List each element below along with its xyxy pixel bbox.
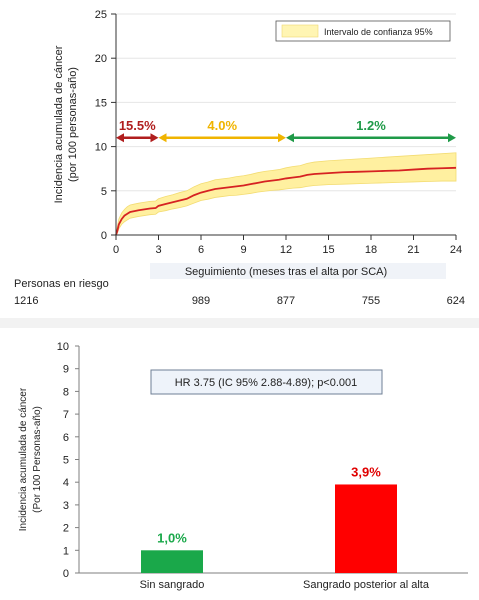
bar-category-labels: Sin sangrado Sangrado posterior al alta xyxy=(140,579,430,591)
km-annotation-arrowhead-right xyxy=(448,133,456,143)
km-x-axis-label: Seguimiento (meses tras el alta por SCA) xyxy=(150,263,446,279)
bar-y-tick-label: 7 xyxy=(63,409,69,421)
km-x-tick-label: 6 xyxy=(198,244,204,256)
km-y-axis-label: Incidencia acumulada de cáncer (por 100 p… xyxy=(53,45,79,203)
bar-y-tick-label: 10 xyxy=(57,341,69,353)
bar-y-tick-label: 6 xyxy=(63,432,69,444)
km-risk-table-value: 989 xyxy=(192,295,210,307)
bar-y-tick-label: 5 xyxy=(63,455,69,467)
km-y-label-line-2: (por 100 personas-año) xyxy=(67,67,79,182)
km-x-label-background xyxy=(150,263,446,279)
km-legend-swatch xyxy=(281,24,319,38)
bar-y-tick-label: 8 xyxy=(63,386,69,398)
km-annotation-label: 15.5% xyxy=(119,118,156,133)
km-x-tick-label: 9 xyxy=(240,244,246,256)
bar-y-tick-label: 0 xyxy=(63,568,69,580)
km-annotation-arrowhead-left xyxy=(116,133,124,143)
bar xyxy=(335,484,397,573)
km-y-tick-label: 15 xyxy=(95,97,107,109)
km-curve-line xyxy=(115,166,457,236)
km-y-label-line-1: Incidencia acumulada de cáncer xyxy=(53,45,65,203)
bar-y-label-line-2: (Por 100 Personas-año) xyxy=(32,406,43,513)
km-risk-table-value: 624 xyxy=(447,295,465,307)
bar-y-tick-label: 4 xyxy=(63,477,69,489)
km-chart: Incidencia acumulada de cáncer (por 100 p… xyxy=(14,9,465,307)
km-legend-label: Intervalo de confianza 95% xyxy=(324,27,433,37)
km-x-tick-label: 15 xyxy=(322,244,334,256)
bar-chart: Incidencia acumulada de cáncer (Por 100 P… xyxy=(18,341,468,591)
bar-value-label: 1,0% xyxy=(157,530,187,545)
bar-y-tick-label: 9 xyxy=(63,364,69,376)
km-risk-table-title: Personas en riesgo xyxy=(14,278,109,290)
bar-hr-annotation: HR 3.75 (IC 95% 2.88-4.89); p<0.001 xyxy=(150,369,383,395)
km-period-annotations: 15.5% 4.0% 1.2% xyxy=(116,118,456,143)
km-y-tick-label: 25 xyxy=(95,9,107,21)
km-legend: Intervalo de confianza 95% xyxy=(275,20,451,42)
km-risk-table: Personas en riesgo 1216 989 877 755 624 xyxy=(14,278,465,307)
bar-category-label: Sangrado posterior al alta xyxy=(303,579,430,591)
bar xyxy=(141,550,203,573)
km-risk-table-value: 755 xyxy=(362,295,380,307)
km-x-tick-label: 12 xyxy=(280,244,292,256)
bar-bars: 1,0% 3,9% xyxy=(141,464,397,573)
bar-tick-labels: 0 1 2 3 4 5 6 7 8 9 10 xyxy=(57,341,79,580)
bar-y-label-line-1: Incidencia acumulada de cáncer xyxy=(18,387,29,531)
km-chart-panel: Incidencia acumulada de cáncer (por 100 p… xyxy=(14,9,465,307)
km-y-tick-label: 5 xyxy=(101,186,107,198)
km-annotation-label: 4.0% xyxy=(207,118,237,133)
km-annotation-arrowhead-right xyxy=(278,133,286,143)
km-x-tick-label: 21 xyxy=(407,244,419,256)
bar-y-tick-label: 3 xyxy=(63,500,69,512)
km-annotation-arrowhead-right xyxy=(150,133,159,143)
km-y-tick-label: 10 xyxy=(95,142,107,154)
bar-category-label: Sin sangrado xyxy=(140,579,205,591)
km-legend-box xyxy=(275,20,451,42)
km-x-label: Seguimiento (meses tras el alta por SCA) xyxy=(185,266,387,278)
km-x-tick-label: 24 xyxy=(450,244,462,256)
panel-divider xyxy=(0,318,479,328)
km-incidence-curve xyxy=(115,166,457,236)
km-x-tick-label: 0 xyxy=(113,244,119,256)
km-ci-band xyxy=(115,152,457,237)
km-risk-table-value: 877 xyxy=(277,295,295,307)
bar-annotation-text: HR 3.75 (IC 95% 2.88-4.89); p<0.001 xyxy=(175,377,358,389)
bar-annotation-box xyxy=(150,369,383,395)
km-annotation-arrowhead-left xyxy=(158,133,167,143)
km-confidence-band xyxy=(115,152,457,237)
bar-value-label: 3,9% xyxy=(351,464,381,479)
bar-y-tick-label: 2 xyxy=(63,523,69,535)
km-x-tick-label: 18 xyxy=(365,244,377,256)
bar-y-tick-label: 1 xyxy=(63,545,69,557)
km-annotation-label: 1.2% xyxy=(356,118,386,133)
km-risk-table-value: 1216 xyxy=(14,295,38,307)
km-tick-labels: 0 5 10 15 20 25 0 3 6 9 12 15 18 21 24 xyxy=(95,9,462,256)
km-annotation-arrowhead-left xyxy=(286,133,294,143)
bar-chart-panel: Incidencia acumulada de cáncer (Por 100 P… xyxy=(0,328,479,600)
km-x-tick-label: 3 xyxy=(155,244,161,256)
bar-y-axis-label: Incidencia acumulada de cáncer (Por 100 P… xyxy=(18,387,43,531)
km-y-tick-label: 0 xyxy=(101,230,107,242)
km-y-tick-label: 20 xyxy=(95,53,107,65)
